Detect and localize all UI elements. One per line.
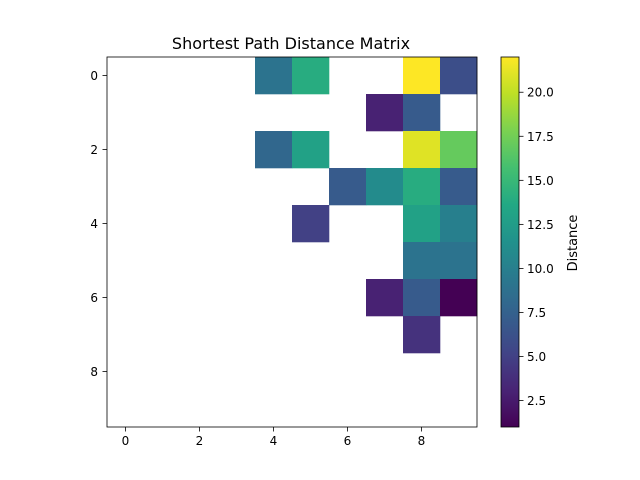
x-tick-label: 0 [122,434,130,448]
heatmap-cell-r4-c9 [440,205,478,243]
heatmap-cell-r1-c7 [366,94,404,132]
colorbar-tick-label: 5.0 [527,350,546,364]
x-tick-label: 2 [196,434,204,448]
y-axis: 0 2 4 6 8 [90,69,107,379]
heatmap-cell-r7-c8 [403,316,441,354]
heatmap-cell-r5-c9 [440,242,478,280]
heatmap-cell-r2-c9 [440,131,478,169]
heatmap-cell-r3-c7 [366,168,404,206]
y-tick-label: 2 [90,143,98,157]
heatmap-cell-r0-c9 [440,57,478,95]
heatmap-cell-r2-c5 [292,131,330,169]
colorbar: 2.5 5.0 7.5 10.0 12.5 15.0 17.5 20.0 [500,56,554,428]
heatmap-cell-r5-c8 [403,242,441,280]
heatmap-cell-r0-c8 [403,57,441,95]
heatmap-cell-r6-c9 [440,279,478,317]
heatmap-cell-r2-c4 [255,131,293,169]
colorbar-tick-label: 15.0 [527,174,554,188]
colorbar-tick-label: 7.5 [527,306,546,320]
heatmap-cell-r2-c8 [403,131,441,169]
heatmap-cell-r3-c9 [440,168,478,206]
heatmap-cell-r3-c8 [403,168,441,206]
heatmap-cell-r1-c8 [403,94,441,132]
x-axis: 0 2 4 6 8 [122,427,426,448]
heatmap-cell-r4-c8 [403,205,441,243]
x-tick-label: 4 [270,434,278,448]
heatmap-cells [255,57,478,354]
x-tick-label: 6 [344,434,352,448]
heatmap-cell-r6-c8 [403,279,441,317]
colorbar-label: Distance [566,215,581,272]
heatmap-cell-r6-c7 [366,279,404,317]
heatmap-cell-r4-c5 [292,205,330,243]
chart-title: Shortest Path Distance Matrix [172,34,410,53]
heatmap-cell-r0-c5 [292,57,330,95]
y-tick-label: 8 [90,365,98,379]
colorbar-gradient [501,57,519,427]
y-tick-label: 0 [90,69,98,83]
colorbar-tick-label: 12.5 [527,218,554,232]
y-tick-label: 6 [90,291,98,305]
colorbar-tick-label: 2.5 [527,394,546,408]
y-tick-label: 4 [90,217,98,231]
colorbar-tick-label: 10.0 [527,262,554,276]
colorbar-tick-label: 17.5 [527,130,554,144]
x-tick-label: 8 [418,434,426,448]
axes-frame [106,56,478,428]
heatmap-cell-r0-c4 [255,57,293,95]
colorbar-frame [500,56,520,428]
colorbar-tick-label: 20.0 [527,86,554,100]
heatmap-cell-r3-c6 [329,168,367,206]
